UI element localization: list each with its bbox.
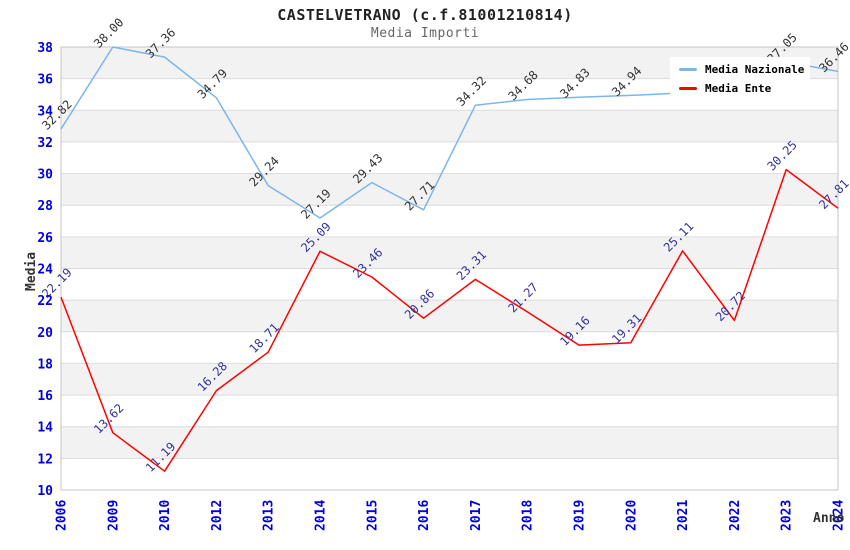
y-tick-label: 32 bbox=[37, 136, 53, 151]
chart-title: CASTELVETRANO (c.f.81001210814) bbox=[277, 6, 573, 24]
x-tick-label: 2017 bbox=[469, 500, 484, 531]
y-tick-label: 16 bbox=[37, 389, 53, 404]
series-line-media-ente bbox=[60, 168, 839, 472]
x-tick-label: 2023 bbox=[780, 500, 795, 531]
y-tick-label: 10 bbox=[37, 484, 53, 499]
x-tick-label: 2021 bbox=[676, 500, 691, 531]
x-tick-label: 2009 bbox=[106, 500, 121, 531]
x-tick-label: 2024 bbox=[832, 500, 847, 531]
x-tick-label: 2006 bbox=[55, 500, 70, 531]
y-tick-label: 36 bbox=[37, 73, 53, 88]
y-axis-title: Media bbox=[24, 251, 39, 291]
point-label: 30.25 bbox=[764, 138, 799, 173]
legend-label-media-nazionale: Media Nazionale bbox=[705, 63, 805, 76]
grid-band bbox=[61, 110, 838, 142]
grid-band bbox=[61, 236, 838, 269]
grid-band bbox=[61, 300, 838, 332]
grid-band bbox=[61, 363, 838, 396]
plot-border bbox=[60, 46, 839, 491]
y-tick-label: 24 bbox=[37, 263, 53, 278]
x-tick-label: 2013 bbox=[262, 500, 277, 531]
y-tick-label: 12 bbox=[37, 452, 53, 467]
y-tick-label: 18 bbox=[37, 357, 53, 372]
x-tick-label: 2016 bbox=[417, 500, 432, 531]
y-tick-label: 38 bbox=[37, 41, 53, 56]
x-tick-label: 2015 bbox=[365, 500, 380, 531]
x-tick-label: 2022 bbox=[728, 500, 743, 531]
legend-swatch-media-nazionale bbox=[679, 68, 697, 71]
x-tick-label: 2012 bbox=[210, 500, 225, 531]
legend-swatch-media-ente bbox=[679, 87, 697, 90]
grid-band bbox=[61, 173, 838, 206]
legend-item-media-nazionale: Media Nazionale bbox=[679, 63, 810, 76]
point-label: 38.00 bbox=[91, 15, 126, 50]
y-tick-label: 20 bbox=[37, 326, 53, 341]
x-tick-label: 2010 bbox=[158, 500, 173, 531]
x-tick-label: 2014 bbox=[314, 500, 329, 531]
y-tick-label: 30 bbox=[37, 168, 53, 183]
chart-subtitle: Media Importi bbox=[370, 26, 480, 41]
x-tick-label: 2018 bbox=[521, 500, 536, 531]
x-tick-label: 2019 bbox=[573, 500, 588, 531]
legend-label-media-ente: Media Ente bbox=[705, 82, 772, 95]
y-tick-label: 22 bbox=[37, 294, 53, 309]
y-tick-label: 26 bbox=[37, 231, 53, 246]
legend: Media Nazionale Media Ente bbox=[670, 57, 810, 101]
y-tick-label: 28 bbox=[37, 199, 53, 214]
x-axis-title: Anno bbox=[813, 511, 845, 526]
y-tick-label: 14 bbox=[37, 421, 53, 436]
grid-band bbox=[61, 426, 838, 459]
legend-item-media-ente: Media Ente bbox=[679, 82, 810, 95]
x-tick-label: 2020 bbox=[624, 500, 639, 531]
y-tick-label: 34 bbox=[37, 104, 53, 119]
